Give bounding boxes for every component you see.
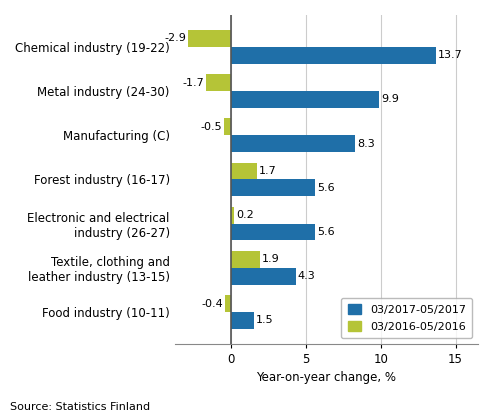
Bar — [231, 224, 315, 240]
Bar — [231, 312, 254, 329]
Text: 5.6: 5.6 — [317, 183, 335, 193]
Bar — [231, 135, 355, 152]
Text: 1.5: 1.5 — [255, 315, 273, 325]
Bar — [231, 91, 379, 108]
Text: 0.2: 0.2 — [236, 210, 254, 220]
Legend: 03/2017-05/2017, 03/2016-05/2016: 03/2017-05/2017, 03/2016-05/2016 — [341, 298, 472, 338]
Bar — [231, 163, 257, 179]
Bar — [225, 295, 231, 312]
Text: 1.9: 1.9 — [262, 255, 280, 265]
Bar — [231, 207, 234, 224]
X-axis label: Year-on-year change, %: Year-on-year change, % — [256, 371, 396, 384]
Bar — [231, 251, 260, 268]
Text: 4.3: 4.3 — [297, 271, 315, 281]
Text: 5.6: 5.6 — [317, 227, 335, 237]
Bar — [188, 30, 231, 47]
Text: 8.3: 8.3 — [357, 139, 375, 149]
Bar — [231, 47, 436, 64]
Text: -0.4: -0.4 — [202, 299, 224, 309]
Bar — [206, 74, 231, 91]
Text: -2.9: -2.9 — [164, 33, 186, 43]
Text: 9.9: 9.9 — [381, 94, 399, 104]
Text: 1.7: 1.7 — [259, 166, 277, 176]
Text: Source: Statistics Finland: Source: Statistics Finland — [10, 402, 150, 412]
Bar — [231, 179, 315, 196]
Bar — [224, 119, 231, 135]
Text: -0.5: -0.5 — [201, 122, 222, 132]
Bar — [231, 268, 296, 285]
Text: 13.7: 13.7 — [438, 50, 463, 60]
Text: -1.7: -1.7 — [182, 77, 204, 87]
